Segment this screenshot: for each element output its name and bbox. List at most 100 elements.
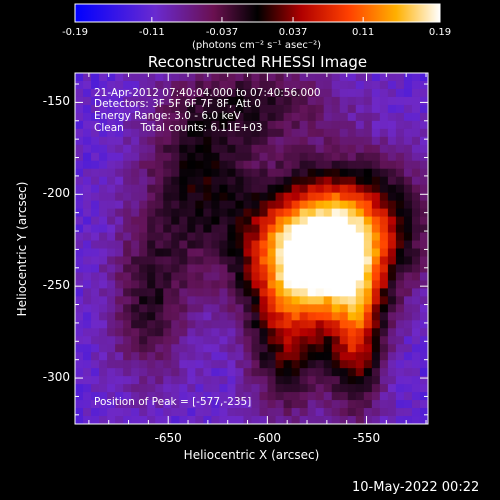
heatmap-cell bbox=[219, 168, 229, 178]
heatmap-cell bbox=[363, 240, 373, 250]
heatmap-cell bbox=[379, 312, 389, 321]
heatmap-cell bbox=[363, 360, 373, 369]
heatmap-cell bbox=[315, 416, 325, 424]
heatmap-cell bbox=[347, 104, 357, 114]
heatmap-cell bbox=[371, 168, 381, 178]
heatmap-cell bbox=[171, 328, 180, 337]
heatmap-cell bbox=[211, 416, 221, 424]
heatmap-cell bbox=[339, 232, 349, 242]
heatmap-cell bbox=[83, 264, 92, 274]
heatmap-cell bbox=[227, 256, 237, 266]
heatmap-cell bbox=[139, 112, 148, 122]
heatmap-cell bbox=[275, 216, 285, 226]
heatmap-cell bbox=[283, 376, 293, 385]
heatmap-cell bbox=[227, 80, 237, 90]
heatmap-cell bbox=[195, 280, 204, 289]
heatmap-cell bbox=[307, 144, 317, 154]
heatmap-cell bbox=[131, 192, 140, 202]
heatmap-cell bbox=[283, 80, 293, 90]
heatmap-cell bbox=[403, 288, 413, 297]
heatmap-cell bbox=[131, 344, 140, 353]
heatmap-cell bbox=[75, 416, 84, 424]
heatmap-cell bbox=[235, 240, 245, 250]
heatmap-cell bbox=[387, 400, 397, 409]
heatmap-cell bbox=[131, 384, 140, 393]
heatmap-cell bbox=[379, 416, 389, 424]
heatmap-cell bbox=[107, 312, 116, 321]
heatmap-cell bbox=[387, 272, 397, 282]
heatmap-cell bbox=[123, 344, 132, 353]
heatmap-cell bbox=[395, 136, 405, 146]
heatmap-cell bbox=[163, 216, 172, 226]
heatmap-cell bbox=[363, 160, 373, 170]
heatmap-cell bbox=[91, 360, 100, 369]
heatmap-cell bbox=[379, 136, 389, 146]
heatmap-cell bbox=[259, 144, 269, 154]
heatmap-cell bbox=[403, 136, 413, 146]
x-tick-label: -650 bbox=[154, 431, 182, 445]
heatmap-cell bbox=[411, 368, 421, 377]
heatmap-cell bbox=[339, 264, 349, 274]
heatmap-cell bbox=[331, 400, 341, 409]
heatmap-cell bbox=[315, 296, 325, 305]
heatmap-cell bbox=[355, 272, 365, 282]
heatmap-cell bbox=[243, 400, 253, 409]
heatmap-cell bbox=[179, 312, 188, 321]
heatmap-cell bbox=[243, 368, 253, 377]
heatmap-cell bbox=[275, 416, 285, 424]
heatmap-cell bbox=[203, 192, 212, 202]
heatmap-cell bbox=[147, 336, 156, 345]
heatmap-cell bbox=[283, 272, 293, 282]
heatmap-cell bbox=[331, 360, 341, 369]
colorbar-tick-label: 0.037 bbox=[278, 27, 308, 38]
heatmap-cell bbox=[211, 136, 221, 146]
heatmap-cell bbox=[347, 232, 357, 242]
heatmap-cell bbox=[347, 304, 357, 313]
heatmap-cell bbox=[219, 280, 229, 289]
heatmap-cell bbox=[75, 336, 84, 345]
heatmap-cell bbox=[131, 256, 140, 266]
heatmap-cell bbox=[99, 296, 108, 305]
heatmap-cell bbox=[371, 232, 381, 242]
heatmap-cell bbox=[235, 200, 245, 210]
heatmap-cell bbox=[371, 192, 381, 202]
heatmap-cell bbox=[227, 360, 237, 369]
heatmap-cell bbox=[267, 152, 277, 162]
annotation-time-range: 21-Apr-2012 07:40:04.000 to 07:40:56.000 bbox=[94, 87, 321, 99]
heatmap-cell bbox=[139, 88, 148, 98]
heatmap-cell bbox=[395, 272, 405, 282]
heatmap-cell bbox=[411, 112, 421, 122]
heatmap-cell bbox=[115, 304, 124, 313]
heatmap-cell bbox=[411, 392, 421, 401]
heatmap-cell bbox=[331, 112, 341, 122]
heatmap-cell bbox=[179, 208, 188, 218]
heatmap-cell bbox=[355, 384, 365, 393]
heatmap-cell bbox=[147, 280, 156, 289]
heatmap-cell bbox=[331, 336, 341, 345]
heatmap-cell bbox=[387, 376, 397, 385]
heatmap-cell bbox=[203, 344, 212, 353]
heatmap-cell bbox=[315, 184, 325, 194]
heatmap-cell bbox=[411, 73, 421, 82]
heatmap-cell bbox=[131, 376, 140, 385]
heatmap-cell bbox=[219, 296, 229, 305]
heatmap-cell bbox=[371, 208, 381, 218]
heatmap-cell bbox=[179, 352, 188, 361]
heatmap-cell bbox=[195, 320, 204, 329]
heatmap-cell bbox=[355, 73, 365, 82]
heatmap-cell bbox=[131, 328, 140, 337]
heatmap-cell bbox=[275, 160, 285, 170]
heatmap-cell bbox=[259, 96, 269, 106]
heatmap-cell bbox=[203, 280, 212, 289]
heatmap-cell bbox=[211, 248, 221, 258]
heatmap-cell bbox=[347, 192, 357, 202]
heatmap-cell bbox=[419, 256, 428, 266]
heatmap-cell bbox=[411, 160, 421, 170]
heatmap-cell bbox=[419, 88, 428, 98]
heatmap-cell bbox=[123, 264, 132, 274]
heatmap-cell bbox=[363, 320, 373, 329]
heatmap-cell bbox=[203, 304, 212, 313]
heatmap-cell bbox=[371, 360, 381, 369]
heatmap-cell bbox=[315, 400, 325, 409]
heatmap-cell bbox=[235, 304, 245, 313]
